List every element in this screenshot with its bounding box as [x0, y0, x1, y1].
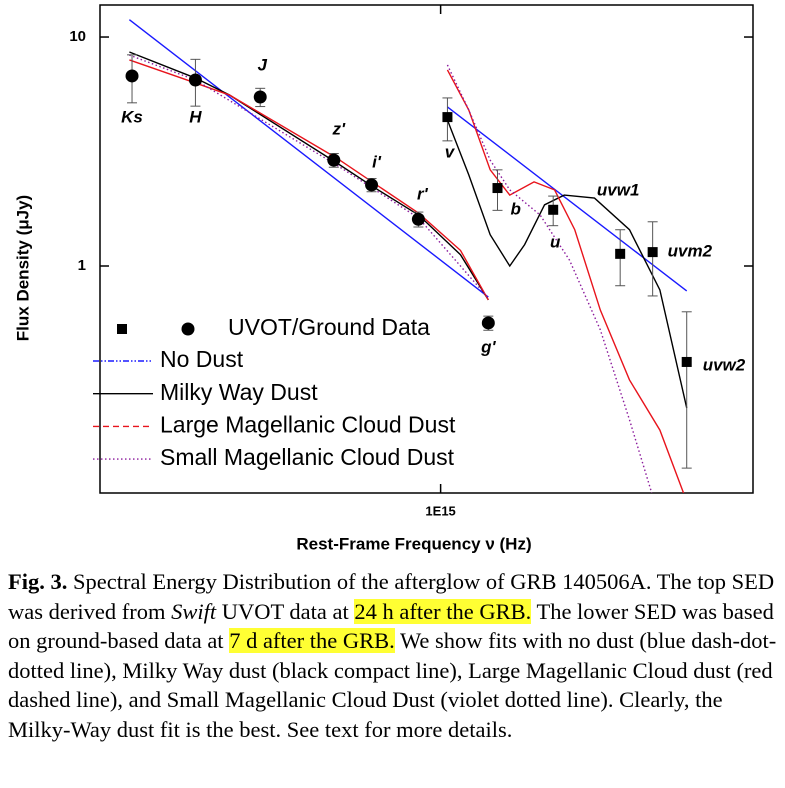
caption: Fig. 3. Spectral Energy Distribution of … — [8, 567, 778, 744]
point-label: uvm2 — [668, 242, 713, 261]
legend-label: Large Magellanic Cloud Dust — [160, 411, 456, 437]
point-label: uvw1 — [597, 180, 640, 199]
data-point — [411, 212, 425, 226]
point-label: b — [510, 200, 520, 219]
point-label: g' — [480, 337, 496, 356]
data-point — [492, 183, 503, 194]
fit-line — [128, 19, 688, 298]
data-point — [548, 204, 559, 215]
caption-text: Spectral Energy Distribution of the afte… — [8, 569, 775, 624]
chart: Rest-Frame Frequency ν (Hz) Flux Density… — [13, 4, 754, 553]
plot-area — [128, 19, 688, 493]
data-point — [125, 69, 139, 83]
y-axis-label: Flux Density (μJy) — [13, 195, 32, 341]
x-axis-label: Rest-Frame Frequency ν (Hz) — [296, 534, 531, 553]
caption-text: 24 h after the GRB. — [354, 598, 532, 624]
legend-marker — [181, 322, 195, 336]
caption-text: The lower SED was based on ground-based … — [8, 598, 774, 654]
point-label: Ks — [121, 107, 143, 126]
point-label: J — [257, 56, 267, 75]
legend-label: No Dust — [160, 346, 244, 372]
data-point — [188, 73, 202, 87]
caption-text: 7 d after the GRB. — [229, 628, 395, 653]
data-point — [253, 90, 267, 104]
caption-text: Swift — [171, 598, 217, 624]
y-tick-label: 10 — [69, 28, 86, 45]
legend-label: Milky Way Dust — [160, 379, 318, 405]
x-tick-label: 1E15 — [425, 503, 455, 518]
data-point — [681, 356, 692, 367]
data-point — [365, 178, 379, 192]
legend-label: Small Magellanic Cloud Dust — [160, 444, 455, 470]
y-tick-label: 1 — [78, 257, 86, 274]
data-point — [327, 153, 341, 167]
point-label: i' — [372, 152, 382, 171]
data-point — [615, 248, 626, 259]
data-point — [442, 112, 453, 123]
plot-frame — [99, 4, 754, 494]
caption-text: We show fits with no dust (blue dash-dot… — [8, 628, 777, 742]
point-label: u — [550, 232, 561, 251]
caption-text: UVOT data at — [216, 598, 355, 624]
caption-text: Fig. 3. — [8, 569, 68, 594]
legend-label: UVOT/Ground Data — [228, 314, 430, 340]
data-point — [647, 247, 658, 258]
point-label: uvw2 — [703, 355, 746, 374]
point-label: v — [445, 143, 456, 162]
point-label: z' — [332, 120, 347, 139]
data-point — [481, 316, 495, 330]
point-label: H — [189, 108, 202, 127]
legend-marker — [117, 324, 127, 334]
point-label: r' — [417, 185, 429, 204]
fit-line — [129, 54, 653, 493]
